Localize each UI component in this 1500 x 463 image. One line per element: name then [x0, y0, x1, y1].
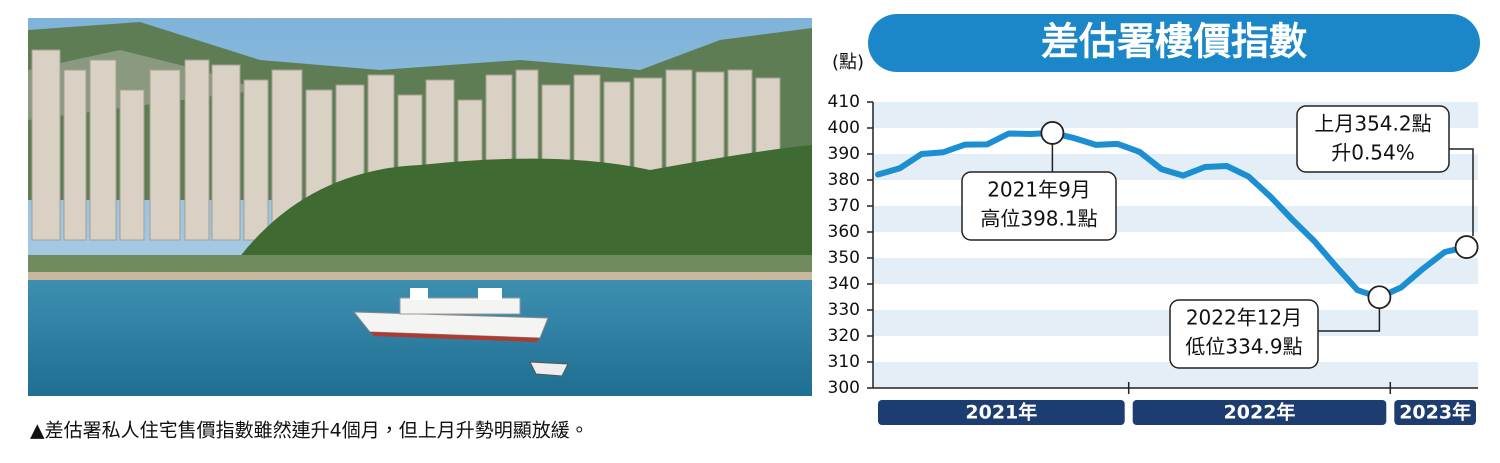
callout-text: 2022年12月 — [1186, 306, 1302, 330]
plot: 300 310 320 330 340 350 360 370 380 390 400 410 2021… — [828, 92, 1479, 425]
callout-connector — [1449, 148, 1474, 237]
highlight-point — [1454, 235, 1479, 259]
y-axis-label: (點) — [832, 52, 864, 73]
y-tick-label: 360 — [828, 222, 860, 242]
callout-text: 升0.54% — [1331, 141, 1415, 165]
y-tick-label: 400 — [828, 118, 860, 138]
callout-connector — [1318, 308, 1381, 332]
highlight-point — [1367, 285, 1392, 310]
y-tick-label: 340 — [828, 274, 860, 294]
title-pill — [868, 14, 1480, 72]
y-tick-label: 390 — [828, 144, 860, 164]
x-group-band — [1132, 400, 1387, 425]
chart-title: 差估署樓價指數 — [1041, 20, 1307, 64]
callout-text: 上月354.2點 — [1314, 112, 1431, 136]
grid-band — [873, 258, 1478, 284]
y-tick-label: 300 — [828, 378, 860, 398]
callout-text: 2021年9月 — [987, 178, 1091, 202]
y-tick-label: 410 — [828, 92, 860, 112]
y-tick-label: 370 — [828, 196, 860, 216]
callout-text: 高位398.1點 — [980, 207, 1097, 231]
y-tick-label: 310 — [828, 352, 860, 372]
y-tick-label: 320 — [828, 326, 860, 346]
callout-box — [1296, 105, 1450, 173]
x-group-label: 2023年 — [1399, 401, 1471, 424]
callout-box — [1169, 299, 1319, 369]
x-group-label: 2022年 — [1224, 401, 1296, 424]
y-tick-label: 330 — [828, 300, 860, 320]
callout-box — [961, 171, 1117, 241]
y-tick-label: 350 — [828, 248, 860, 268]
x-group-band — [878, 400, 1125, 425]
photo-caption: ▲差估署私人住宅售價指數雖然連升4個月，但上月升勢明顯放緩。 — [30, 420, 589, 442]
y-tick-label: 380 — [828, 170, 860, 190]
callout-text: 低位334.9點 — [1185, 335, 1302, 359]
chart: 差估署樓價指數 (點) 3003103203303403503603703803… — [828, 14, 1480, 425]
photo: ▲差估署私人住宅售價指數雖然連升4個月，但上月升勢明顯放緩。 — [28, 18, 812, 442]
highlight-point — [1040, 121, 1065, 145]
x-group-band — [1394, 400, 1476, 425]
x-group-label: 2021年 — [965, 401, 1037, 424]
